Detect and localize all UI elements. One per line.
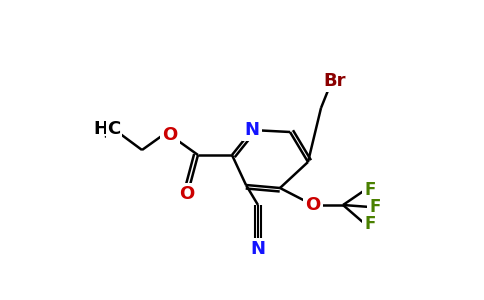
Text: 3: 3 bbox=[104, 128, 112, 140]
Text: N: N bbox=[251, 240, 266, 258]
Text: O: O bbox=[305, 196, 320, 214]
Text: N: N bbox=[244, 121, 259, 139]
Text: F: F bbox=[364, 181, 376, 199]
Text: C: C bbox=[107, 120, 121, 138]
Text: O: O bbox=[180, 185, 195, 203]
Text: Br: Br bbox=[324, 72, 346, 90]
Text: F: F bbox=[369, 198, 381, 216]
Text: F: F bbox=[364, 215, 376, 233]
Text: O: O bbox=[162, 126, 178, 144]
Text: H: H bbox=[93, 120, 108, 138]
